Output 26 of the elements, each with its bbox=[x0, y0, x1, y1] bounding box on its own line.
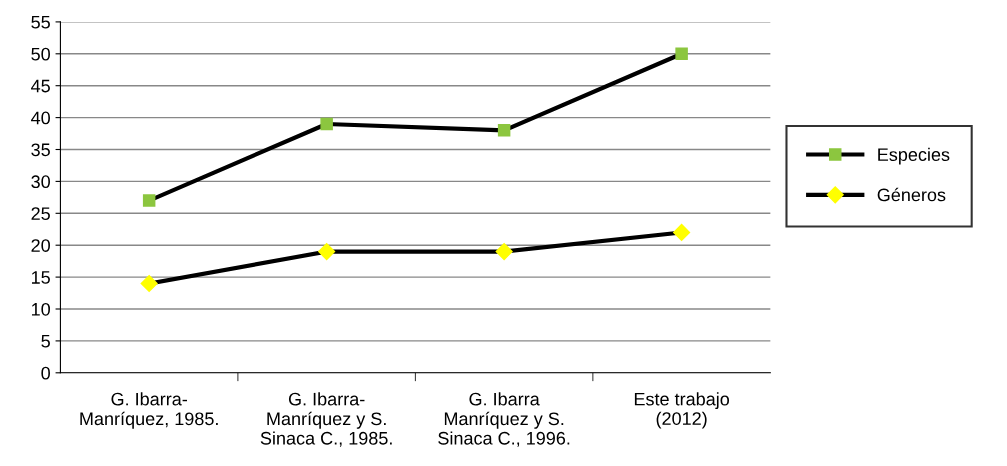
y-tick-label: 25 bbox=[31, 207, 50, 221]
y-tick-label: 30 bbox=[31, 175, 50, 189]
x-tick-label: G. Ibarra Manríquez y S. Sinaca C., 1996. bbox=[438, 392, 570, 447]
point bbox=[675, 47, 688, 61]
x-tick-label: Este trabajo (2012) bbox=[634, 392, 730, 429]
y-tick-label: 15 bbox=[31, 271, 50, 284]
y-tick-label: 20 bbox=[31, 239, 50, 252]
y-tick-label: 35 bbox=[31, 143, 50, 157]
point bbox=[497, 124, 511, 137]
x-tick-label: G. Ibarra- Manríquez y S. Sinaca C., 1985. bbox=[260, 392, 392, 447]
y-tick-label: 45 bbox=[31, 79, 50, 93]
y-tick-label: 40 bbox=[31, 111, 50, 125]
point bbox=[495, 243, 513, 261]
point bbox=[320, 117, 333, 131]
legend-label: Géneros bbox=[877, 187, 946, 202]
point bbox=[142, 194, 156, 207]
y-tick-label: 55 bbox=[31, 16, 50, 29]
point bbox=[318, 243, 336, 261]
x-tick-label: G. Ibarra- Manríquez, 1985. bbox=[80, 392, 218, 429]
legend-label: Especies bbox=[878, 147, 950, 165]
y-tick-label: 5 bbox=[41, 335, 50, 348]
point bbox=[673, 223, 691, 241]
y-tick-label: 0 bbox=[41, 366, 50, 380]
y-tick-label: 50 bbox=[31, 47, 50, 61]
y-tick-label: 10 bbox=[31, 302, 50, 316]
point bbox=[140, 274, 158, 293]
